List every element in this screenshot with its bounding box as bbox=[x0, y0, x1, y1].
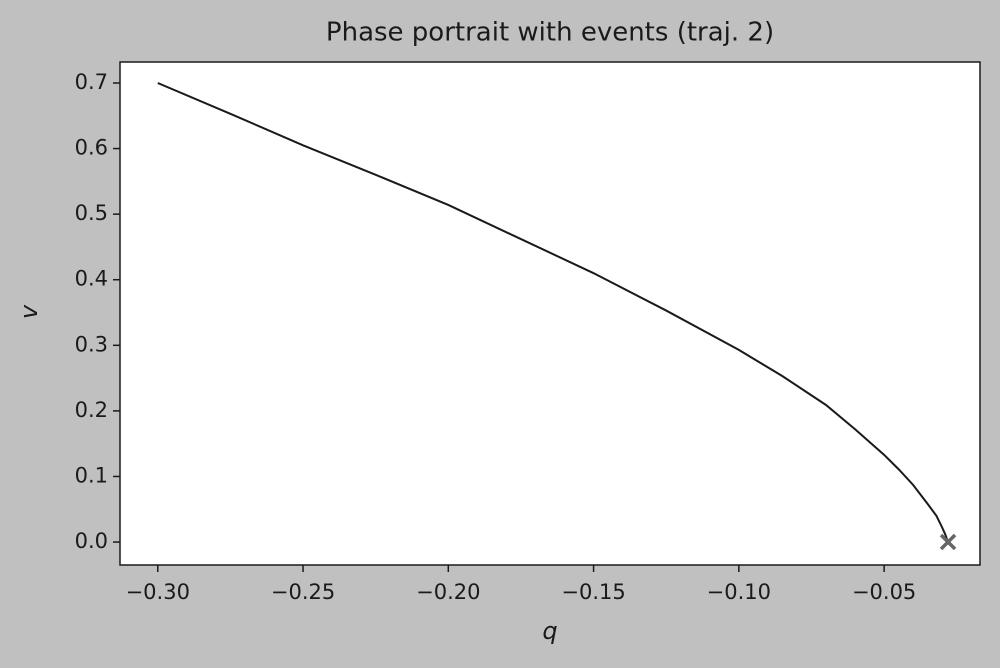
y-tick-label: 0.7 bbox=[75, 70, 108, 94]
y-tick-label: 0.3 bbox=[75, 332, 108, 356]
plot-area bbox=[119, 61, 981, 566]
x-axis-label: q bbox=[542, 617, 557, 645]
x-tick-label: −0.15 bbox=[561, 580, 625, 604]
x-tick-label: −0.30 bbox=[126, 580, 190, 604]
y-tick-label: 0.4 bbox=[75, 267, 108, 291]
x-tick-label: −0.25 bbox=[271, 580, 335, 604]
y-axis-label: v bbox=[15, 304, 43, 319]
y-tick-label: 0.0 bbox=[75, 529, 108, 553]
x-tick-label: −0.20 bbox=[416, 580, 480, 604]
y-tick-label: 0.2 bbox=[75, 398, 108, 422]
event-marker bbox=[939, 533, 957, 551]
y-tick-label: 0.1 bbox=[75, 463, 108, 487]
x-tick-label: −0.05 bbox=[852, 580, 916, 604]
y-tick-label: 0.5 bbox=[75, 201, 108, 225]
x-tick-label: −0.10 bbox=[707, 580, 771, 604]
y-tick-label: 0.6 bbox=[75, 136, 108, 160]
chart-title: Phase portrait with events (traj. 2) bbox=[326, 18, 774, 48]
trajectory-line bbox=[157, 82, 949, 543]
